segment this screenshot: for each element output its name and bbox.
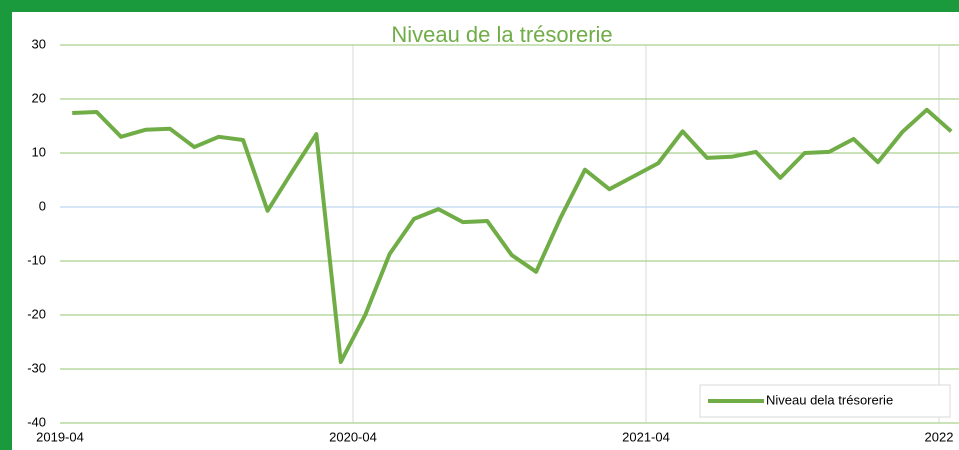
y-tick-label: -20 [27,306,46,321]
y-tick-label: 30 [32,36,46,51]
y-tick-label: 0 [39,198,46,213]
y-tick-label: -10 [27,252,46,267]
chart-title: Niveau de la trésorerie [391,22,612,47]
x-tick-label: 2022 [925,429,954,444]
chart: Niveau de la trésorerie 2019-04 2020-04 20… [27,22,959,444]
x-tick-label: 2019-04 [36,429,84,444]
chart-frame: Niveau de la trésorerie 2019-04 2020-04 20… [12,12,959,450]
y-tick-label: 10 [32,144,46,159]
x-tick-label: 2020-04 [329,429,377,444]
y-tick-label: 20 [32,90,46,105]
y-tick-label: -40 [27,414,46,429]
y-tick-label: -30 [27,360,46,375]
line-series [72,107,953,364]
x-tick-label: 2021-04 [622,429,670,444]
legend-label: Niveau dela trésorerie [766,392,893,407]
